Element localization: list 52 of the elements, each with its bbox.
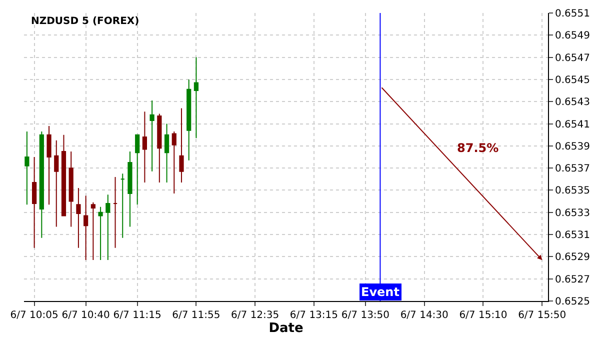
candlestick (68, 150, 74, 228)
candlestick (186, 78, 192, 161)
candlestick (76, 188, 81, 248)
x-tick-label: 6/7 15:50 (518, 310, 566, 321)
candlestick (32, 156, 37, 248)
x-tick-label: 6/7 13:50 (341, 310, 390, 321)
candlestick (135, 134, 140, 206)
x-tick-label: 6/7 15:10 (459, 310, 508, 321)
candlestick (90, 202, 96, 261)
candlestick (112, 176, 118, 248)
candlestick (24, 131, 30, 206)
ref-line-label: Event (361, 285, 400, 299)
candlestick (194, 56, 199, 139)
y-tick-label: 0.6545 (555, 74, 590, 86)
x-tick-label: 6/7 10:40 (62, 310, 110, 321)
y-tick-label: 0.6549 (555, 30, 590, 42)
candlestick (84, 195, 88, 261)
x-axis-title: Date (268, 321, 304, 336)
annotation: 87.5% (457, 141, 499, 155)
y-tick-label: 0.6551 (555, 8, 590, 20)
y-tick-label: 0.6537 (555, 164, 590, 175)
x-tick-label: 6/7 11:55 (172, 310, 220, 321)
y-tick-label: 0.6535 (555, 186, 590, 197)
candlestick (150, 100, 154, 172)
candlestick (128, 150, 132, 228)
candlestick (164, 123, 170, 183)
candlestick (120, 173, 125, 238)
chart-title: NZDUSD 5 (FOREX) (31, 16, 140, 27)
y-tick-label: 0.6533 (555, 208, 590, 219)
y-tick-label: 0.6541 (555, 119, 590, 130)
y-tick-label: 0.6525 (555, 296, 590, 308)
candlestick (172, 131, 176, 194)
candlestick (54, 140, 59, 228)
x-tick-label: 6/7 10:05 (10, 310, 58, 321)
candlestick (98, 206, 103, 261)
y-tick-label: 0.6547 (555, 52, 590, 64)
y-tick-label: 0.6539 (555, 141, 590, 152)
y-tick-label: 0.6543 (555, 97, 590, 108)
candlestick (61, 134, 66, 216)
candlestick (46, 125, 52, 206)
x-tick-label: 6/7 14:30 (400, 310, 448, 321)
candlestick (157, 113, 162, 183)
x-tick-label: 6/7 13:15 (290, 310, 338, 321)
candlestick (106, 194, 110, 261)
y-tick-label: 0.6527 (555, 274, 590, 286)
candlestick (142, 111, 147, 183)
candlestick (39, 131, 44, 238)
candlestick (179, 108, 184, 183)
x-tick-label: 6/7 11:15 (113, 310, 162, 321)
y-tick-label: 0.6531 (555, 230, 590, 242)
y-tick-label: 0.6529 (555, 252, 590, 264)
x-tick-label: 6/7 12:35 (231, 310, 280, 321)
